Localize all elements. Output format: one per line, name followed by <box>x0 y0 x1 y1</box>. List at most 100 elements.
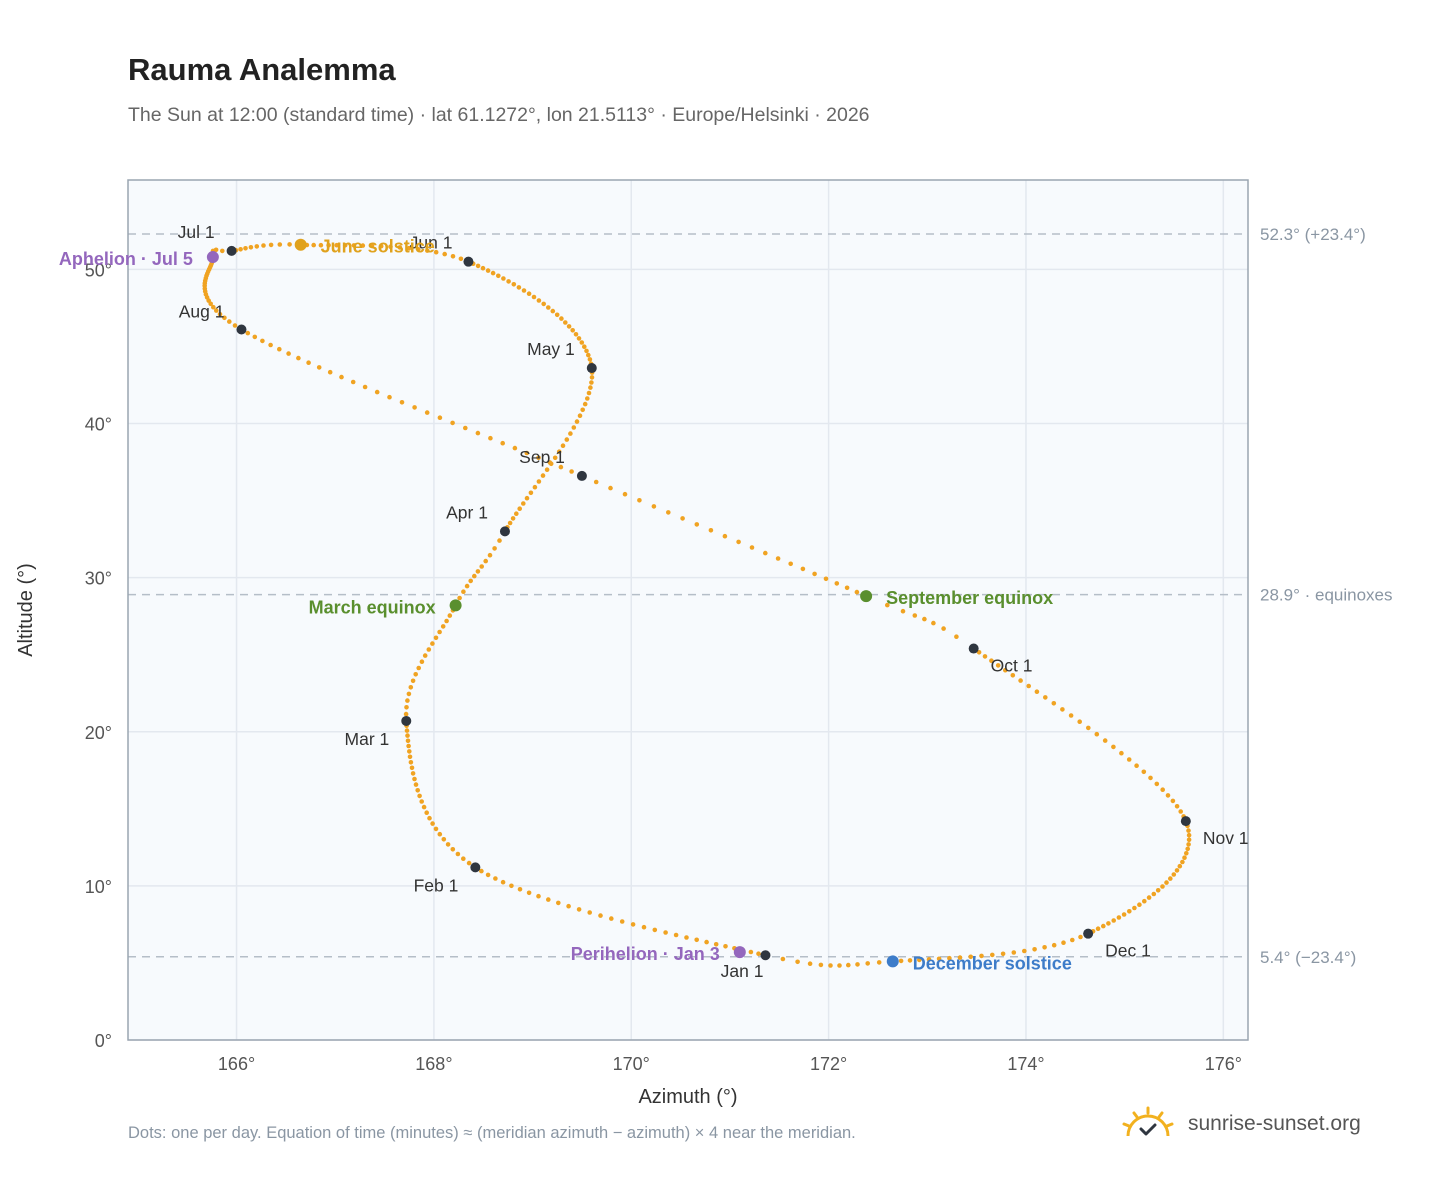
day-dot <box>399 400 405 405</box>
day-dot <box>458 256 464 262</box>
day-dot <box>528 490 534 496</box>
day-dot <box>316 365 322 370</box>
day-dot <box>427 815 432 821</box>
day-dot <box>222 315 227 321</box>
day-dot <box>1101 923 1106 929</box>
day-dot <box>982 654 988 659</box>
day-dot <box>261 243 266 248</box>
day-dot <box>1164 880 1169 885</box>
brand[interactable]: sunrise-sunset.org <box>1120 1104 1361 1144</box>
sun-check-icon <box>1122 1106 1174 1137</box>
day-dot <box>1134 763 1139 768</box>
day-dot <box>388 244 393 249</box>
day-dot <box>957 955 963 960</box>
x-tick-label: 168° <box>415 1054 452 1074</box>
month-marker <box>1083 928 1094 939</box>
day-dot <box>576 336 582 341</box>
day-dot <box>1155 888 1161 893</box>
day-dot <box>540 473 546 478</box>
day-dot <box>1142 898 1147 904</box>
day-dot <box>492 546 497 551</box>
day-dot <box>425 248 430 253</box>
day-dot <box>968 954 973 960</box>
day-dot <box>1186 842 1191 847</box>
day-dot <box>571 425 577 430</box>
day-dot <box>1126 757 1132 762</box>
day-dot <box>579 340 585 345</box>
day-dot <box>568 431 573 436</box>
day-dot <box>1148 775 1153 781</box>
y-tick-label: 50° <box>85 260 112 280</box>
day-dot <box>588 385 593 390</box>
day-dot <box>406 245 412 251</box>
plot-frame <box>127 179 1249 1041</box>
day-dot <box>586 352 591 358</box>
day-dot <box>1186 832 1192 838</box>
day-dot <box>865 961 870 966</box>
day-dot <box>405 698 410 703</box>
day-dot <box>306 360 311 366</box>
day-dot <box>1132 905 1137 911</box>
event-label: September equinox <box>886 588 1053 608</box>
day-dot <box>641 924 647 930</box>
day-dot <box>1185 846 1190 852</box>
y-tick-label: 30° <box>85 569 112 589</box>
day-dot <box>1116 915 1122 920</box>
event-marker <box>294 238 307 251</box>
day-dot <box>419 659 425 664</box>
day-dot <box>563 320 568 325</box>
day-dot <box>468 578 474 584</box>
reference-line-label: 52.3° (+23.4°) <box>1260 225 1366 244</box>
day-dot <box>1095 926 1101 931</box>
day-dot <box>1186 837 1192 843</box>
day-dot <box>463 425 468 431</box>
day-dot <box>846 962 851 968</box>
day-dot <box>405 738 411 744</box>
day-dot <box>485 872 491 878</box>
day-dot <box>433 249 439 255</box>
day-dot <box>511 282 517 287</box>
day-dot <box>941 626 946 631</box>
day-dot <box>900 608 906 614</box>
day-dot <box>406 691 412 697</box>
day-dot <box>232 323 238 328</box>
day-dot <box>566 324 572 329</box>
day-dot <box>430 821 435 826</box>
day-dot <box>564 437 570 442</box>
day-dot <box>254 244 260 249</box>
month-marker <box>968 643 979 654</box>
day-dot <box>1180 859 1185 865</box>
day-dot <box>763 550 768 556</box>
day-dot <box>497 538 502 543</box>
day-dot <box>410 771 416 776</box>
day-dot <box>487 552 493 558</box>
day-dot <box>461 856 466 861</box>
day-dot <box>422 653 428 658</box>
day-dot <box>517 887 523 892</box>
day-dot <box>947 955 952 961</box>
day-dot <box>637 498 642 503</box>
day-dot <box>500 879 506 885</box>
day-dot <box>510 516 516 521</box>
day-dot <box>447 613 453 618</box>
day-dot <box>360 243 366 248</box>
day-dot <box>1000 951 1006 957</box>
event-marker <box>886 955 899 968</box>
day-dot <box>526 890 532 896</box>
x-tick-label: 170° <box>613 1054 650 1074</box>
month-marker <box>401 715 412 726</box>
day-dot <box>990 952 995 958</box>
day-dot <box>1170 798 1176 804</box>
day-dot <box>559 316 564 321</box>
day-dot <box>1022 948 1027 954</box>
month-label: May 1 <box>527 339 575 359</box>
day-dot <box>260 338 265 344</box>
event-label: Perihelion · Jan 3 <box>571 944 720 964</box>
day-dot <box>694 937 699 943</box>
day-dot <box>552 455 558 461</box>
day-dot <box>248 245 254 250</box>
day-dot <box>1078 934 1083 940</box>
day-dot <box>397 245 403 250</box>
day-dot <box>570 328 575 333</box>
y-axis-ticks: 0° 10° 20° 30° 40° 50° <box>85 260 112 1051</box>
